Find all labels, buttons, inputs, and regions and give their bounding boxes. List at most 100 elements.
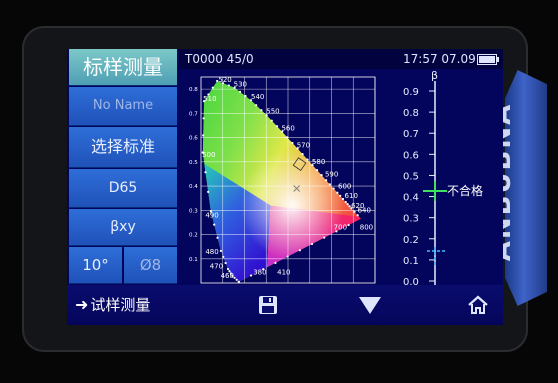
locus-dot [202,117,205,120]
illuminant-button[interactable]: D65 [69,169,177,208]
y-tick-label: 0.3 [189,208,198,214]
purple-line-dot [274,261,277,264]
select-standard-button[interactable]: 选择标准 [69,127,177,168]
locus-dot [228,270,231,273]
purple-line-dot [323,236,326,239]
home-icon[interactable] [467,294,489,316]
locus-dot [231,274,234,277]
locus-dot [315,169,319,172]
locus-dot [325,179,328,182]
wavelength-label: 530 [234,81,247,89]
floppy-disk-icon[interactable] [257,294,279,316]
locus-dot [296,147,299,150]
locus-dot [204,171,207,174]
sample-name-button[interactable]: No Name [69,87,177,126]
locus-dot [291,141,294,145]
pass-fail-marker [423,181,447,201]
measurement-counter: T0000 45/0 [185,52,254,66]
y-tick-label: 0.8 [189,87,198,93]
beta-scale: β 0.9 0.8 0.7 0.6 0.5 0.4 0.3 0.2 0.1 0.0 不合格 [403,69,483,288]
scale-tick-label: 0.1 [403,256,419,267]
locus-dot [219,249,222,252]
locus-dot [207,190,210,193]
y-tick-label: 0.7 [189,111,198,117]
sample-point [293,185,301,192]
locus-dot [216,236,219,239]
plot-frame [200,76,376,284]
arrow-right-icon: ➜ [75,295,89,314]
locus-dot [332,187,335,190]
locus-dot [213,223,216,226]
purple-line-dot [286,255,289,258]
wavelength-label: 510 [203,95,216,103]
locus-dot [202,134,205,137]
battery-icon [477,54,499,65]
scale-tick-label: 0.5 [403,171,419,182]
purple-line-dot [249,274,253,277]
standard-measure-title[interactable]: 标样测量 [69,49,177,86]
wavelength-label: 490 [205,212,218,220]
aperture-button[interactable]: Ø8 [124,247,177,284]
y-tick-label: 0.6 [189,136,198,142]
purple-line-dot [298,249,301,252]
locus-dot [356,214,359,217]
y-tick-label: 0.5 [189,160,198,166]
locus-dot [306,158,309,161]
screen: T0000 45/0 17:57 07.09 标样测量 No Name 选择标准… [67,49,503,325]
locus-dot [341,197,345,201]
locus-dot [211,86,214,89]
wavelength-label: 590 [325,170,338,178]
locus-dot [275,125,279,128]
wavelength-label: 620 [351,202,364,210]
purple-line-dot [237,280,240,283]
locus-dot [328,183,331,186]
side-menu: 标样测量 No Name 选择标准 D65 βxy 10° Ø8 [67,49,179,284]
y-tick-label: 0.1 [189,257,198,263]
locus-dot [216,79,219,83]
brand-strip [505,70,547,306]
locus-dot [336,191,339,194]
scale-tick-label: 0.9 [403,87,419,98]
wavelength-label: 570 [297,141,310,149]
wavelength-label: 410 [277,269,290,277]
locus-dot [339,194,342,197]
observer-button[interactable]: 10° [69,247,122,284]
wavelength-label: 800 [360,224,373,232]
y-tick-label: 0.2 [189,233,198,239]
locus-dot [260,109,263,112]
locus-dot [222,255,225,258]
locus-dot [221,82,225,85]
locus-dot [281,130,284,133]
y-tick-label: 0.4 [189,184,198,190]
sample-measure-button[interactable]: ➜ 试样测量 [75,293,150,317]
scale-tick-label: 0.2 [403,235,419,246]
wavelength-label: 470 [210,262,223,270]
color-space-button[interactable]: βxy [69,209,177,246]
wavelength-label: 540 [251,93,264,101]
locus-dot [311,163,314,167]
wavelength-label: 460 [221,272,234,280]
wavelength-label: 550 [266,107,279,115]
status-bar: T0000 45/0 17:57 07.09 [179,49,503,69]
locus-dot [202,100,206,103]
wavelength-label: 560 [281,124,294,132]
locus-dot [249,99,253,102]
locus-dot [301,152,304,156]
locus-dot [224,261,227,265]
locus-dot [201,151,204,154]
locus-dot [286,136,289,139]
locus-dot [353,210,356,213]
locus-dot [238,90,242,93]
wavelength-label: 380 [253,269,266,277]
purple-line-dot [310,242,314,246]
purple-line-dot [335,230,338,233]
scale-label-beta: β [431,69,438,82]
tolerance-marker [427,247,447,267]
locus-dot [348,205,351,208]
wavelength-label: 580 [312,158,325,166]
bottom-toolbar: ➜ 试样测量 [67,285,503,325]
sample-measure-label: 试样测量 [90,296,151,314]
purple-line-dot [262,268,265,271]
triangle-down-icon[interactable] [358,294,382,316]
scale-tick-label: 0.8 [403,108,419,119]
